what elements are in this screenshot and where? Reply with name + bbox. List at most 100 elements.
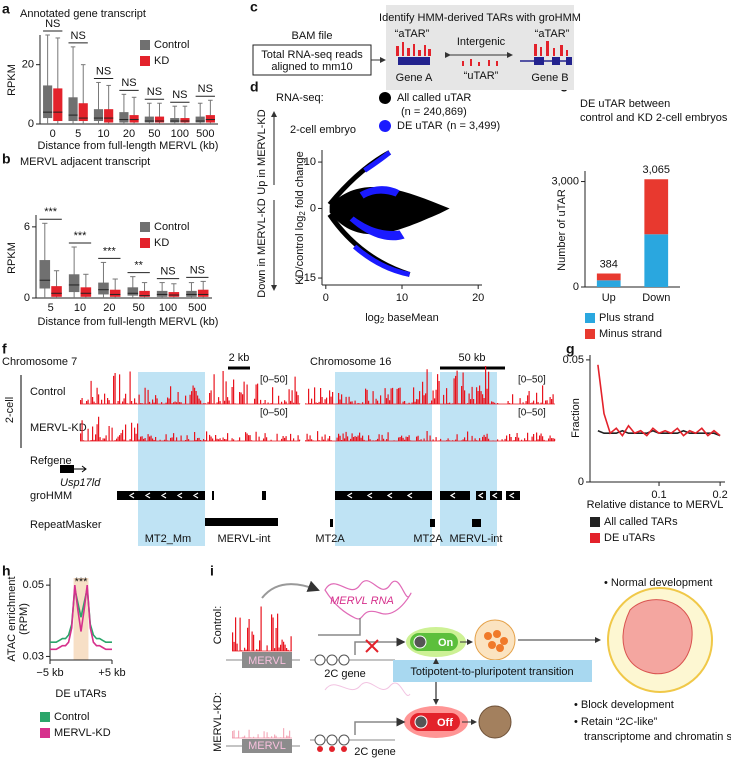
legend-note: (n = 240,869) [401, 106, 467, 118]
legend-swatch [140, 238, 150, 248]
label: Total RNA-seq reads [261, 49, 363, 61]
axis-title: Number of uTAR [556, 189, 568, 271]
y-tick-label: 0.03 [23, 650, 44, 662]
box [39, 260, 51, 289]
annotation: *** [74, 230, 88, 242]
label: “aTAR” [395, 28, 430, 40]
box [53, 88, 63, 122]
axis-title: log2 baseMean [365, 312, 439, 325]
axis-title: Up in MERVL-KD [256, 109, 268, 194]
box [93, 109, 104, 122]
total-label: 384 [600, 258, 618, 270]
label: MERVL [248, 740, 286, 752]
label: Off [437, 717, 453, 729]
box [43, 85, 53, 119]
reads [396, 42, 431, 56]
highlight [138, 372, 205, 546]
box [104, 109, 114, 123]
legend-swatch [590, 533, 600, 543]
label: Control: [212, 606, 224, 645]
box [386, 5, 574, 90]
y-tick-label: 20 [22, 59, 34, 71]
label: RepeatMasker [30, 519, 102, 531]
label: Gene A [396, 72, 433, 84]
reads [534, 41, 568, 56]
bar [596, 273, 621, 281]
legend-swatch [140, 40, 150, 50]
legend-swatch [379, 92, 391, 104]
y-tick-label: 0 [578, 476, 584, 488]
coverage [232, 606, 292, 651]
coverage [80, 416, 301, 441]
label: On [438, 637, 454, 649]
panel-c: BAM file Total RNA-seq reads aligned to … [252, 5, 581, 90]
legend-label: Minus strand [599, 328, 662, 340]
label: MT2_Mm [145, 533, 191, 545]
axis-title: Distance from full-length MERVL (kb) [38, 140, 219, 152]
rna [324, 580, 412, 620]
label: Refgene [30, 455, 72, 467]
panel-label: c [250, 0, 258, 15]
x-tick-label: 100 [171, 128, 189, 140]
legend-label: Control [54, 711, 89, 723]
total-label: 3,065 [642, 164, 670, 176]
context: RNA-seq: [276, 92, 324, 104]
legend-label: DE uTARs [604, 532, 656, 544]
legend-name: All called uTAR [397, 92, 471, 104]
label: 2-cell [4, 397, 16, 423]
text-part: fold change [294, 151, 306, 211]
label: Chromosome 7 [2, 356, 77, 368]
legend-swatch [379, 120, 391, 132]
annotation: NS [198, 83, 213, 95]
label: [0–50] [260, 408, 288, 419]
axis-title: ATAC enrichment [6, 576, 18, 661]
y-tick-label: 0.05 [23, 579, 44, 591]
label: MERVL-int [218, 533, 271, 545]
label: BAM file [292, 30, 333, 42]
label: Intergenic [457, 36, 506, 48]
gene [60, 465, 74, 473]
box [156, 290, 168, 297]
label: “uTAR” [464, 70, 499, 82]
axis-title: Down in MERVL-KD [256, 198, 268, 297]
box [68, 97, 78, 122]
text-part: baseMean [384, 312, 438, 324]
legend-label: KD [154, 55, 169, 67]
panel-label: d [250, 79, 259, 95]
y-tick-label: 10 [304, 156, 316, 168]
y-tick-label: 0 [24, 292, 30, 304]
line [597, 364, 721, 437]
repeat [205, 518, 278, 526]
x-tick-label: 20 [103, 302, 115, 314]
rna [324, 682, 411, 696]
box [170, 118, 180, 123]
legend-swatch [40, 728, 50, 738]
box [109, 289, 121, 297]
legend-label: Control [154, 221, 189, 233]
panel-f: Chromosome 7 2 kb Chromosome 16 50 kb [0… [2, 352, 546, 546]
x-tick-label: Down [642, 292, 670, 304]
arrow [354, 637, 406, 655]
x-tick-label: +5 kb [98, 667, 125, 679]
box [252, 44, 372, 76]
annotation: *** [75, 576, 89, 588]
y-tick-label: 0.05 [563, 354, 584, 366]
box [127, 287, 139, 296]
chart-title: control and KD 2-cell embryos [580, 112, 728, 124]
annotation: NS [160, 265, 175, 277]
annotation: NS [121, 77, 136, 89]
label: transcriptome and chromatin state [584, 731, 731, 743]
annotation: NS [71, 30, 86, 42]
label: Usp17ld [60, 477, 101, 489]
box [144, 116, 154, 123]
label: [0–50] [260, 375, 288, 386]
panel-label: g [566, 341, 575, 357]
x-tick-label: 0.2 [712, 489, 727, 501]
chart-title: Annotated gene transcript [20, 8, 146, 20]
x-tick-label: 10 [74, 302, 86, 314]
panel-label: f [2, 341, 7, 357]
panel-label: b [2, 151, 11, 167]
label: 50 kb [459, 352, 486, 364]
line [50, 585, 112, 651]
